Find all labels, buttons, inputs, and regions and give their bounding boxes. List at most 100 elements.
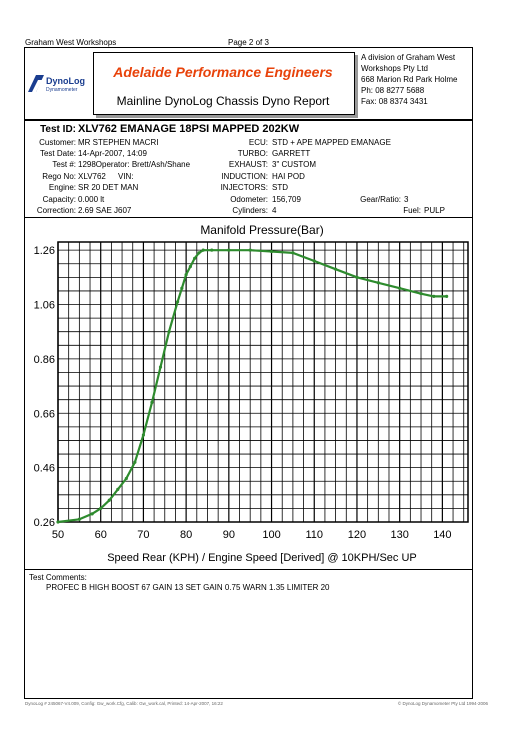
chart-divider <box>25 569 472 570</box>
capacity-value: 0.000 lt <box>78 195 105 204</box>
fuel-label: Fuel: <box>403 206 421 215</box>
test-id-label: Test ID: <box>40 124 76 135</box>
fuel-value: PULP <box>424 206 445 215</box>
chart-series <box>56 248 449 524</box>
data-point <box>312 259 316 263</box>
dynolog-logo: DynoLog Dynamometer <box>26 72 94 94</box>
y-axis-ticks: 0.26 0.46 0.66 0.86 1.06 1.26 <box>34 245 55 529</box>
data-point <box>248 248 252 252</box>
gear-ratio-label: Gear/Ratio: <box>360 195 401 204</box>
capacity-label: Capacity: <box>42 195 76 204</box>
test-number-value: 1298Operator: Brett/Ash/Shane <box>78 160 191 169</box>
data-point <box>445 294 449 298</box>
data-point <box>124 476 128 481</box>
data-point <box>141 433 146 437</box>
data-point <box>56 520 60 524</box>
comments-label: Test Comments: <box>29 573 87 582</box>
x-tick-label: 70 <box>137 529 149 541</box>
footer-copyright: © DynoLog Dynamometer Pty Ltd 1994-2006 <box>397 701 488 706</box>
data-point <box>184 273 188 277</box>
data-point <box>90 512 94 516</box>
details-divider <box>25 217 472 218</box>
data-point <box>210 248 214 252</box>
cylinders-value: 4 <box>272 206 277 215</box>
test-date-value: 14-Apr-2007, 14:09 <box>78 149 147 158</box>
data-point <box>180 286 184 290</box>
data-point <box>133 460 137 464</box>
data-point <box>175 300 180 304</box>
gear-ratio-value: 3 <box>404 195 409 204</box>
header-divider <box>25 119 472 121</box>
test-number-label: Test #: <box>52 160 76 169</box>
manifold-pressure-chart: Manifold Pressure(Bar) 50 60 70 80 90 100 110 1… <box>34 223 469 564</box>
correction-value: 2.69 SAE J607 <box>78 206 132 215</box>
manifold-pressure-line <box>57 249 447 524</box>
x-axis-ticks: 50 60 70 80 90 100 110 120 130 140 <box>52 529 452 541</box>
address-line-2: Workshops Pty Ltd <box>361 64 428 73</box>
data-point <box>188 264 192 269</box>
x-tick-label: 140 <box>433 529 451 541</box>
data-point <box>116 487 120 491</box>
injectors-label: INJECTORS: <box>220 183 268 192</box>
customer-label: Customer: <box>39 138 76 147</box>
page-number: Page 2 of 3 <box>228 38 269 47</box>
y-tick-label: 0.66 <box>34 408 55 420</box>
chart-title: Manifold Pressure(Bar) <box>200 223 323 237</box>
correction-label: Correction: <box>36 206 76 215</box>
chart-grid <box>57 241 469 523</box>
injectors-value: STD <box>272 183 288 192</box>
engine-label: Engine: <box>48 183 76 192</box>
address-fax: Fax: 08 8374 3431 <box>361 97 428 106</box>
rego-value: XLV762 <box>78 172 106 181</box>
engine-value: SR 20 DET MAN <box>78 183 139 192</box>
dynolog-logo-icon: DynoLog Dynamometer <box>28 75 85 93</box>
y-tick-label: 0.46 <box>34 463 55 475</box>
y-tick-label: 1.06 <box>34 300 55 312</box>
data-point <box>432 294 436 298</box>
induction-value: HAI POD <box>272 172 305 181</box>
rego-label: Rego No: <box>42 172 76 181</box>
data-point <box>334 267 338 271</box>
address-phone: Ph: 08 8277 5688 <box>361 86 425 95</box>
data-point <box>99 506 103 511</box>
banner-subtitle: Mainline DynoLog Chassis Dyno Report <box>116 94 330 108</box>
y-tick-label: 0.26 <box>34 517 55 529</box>
data-point <box>227 248 231 252</box>
exhaust-label: EXHAUST: <box>228 160 268 169</box>
exhaust-value: 3" CUSTOM <box>272 160 317 169</box>
footer-config: DynoLog # 245067-V4.009, Config: Gw_work… <box>25 701 223 706</box>
data-point <box>419 292 423 296</box>
test-date-label: Test Date: <box>39 149 76 158</box>
address-line-1: A division of Graham West <box>361 53 456 62</box>
data-point <box>201 248 205 252</box>
data-point <box>158 365 163 369</box>
x-tick-label: 130 <box>390 529 408 541</box>
x-tick-label: 60 <box>95 529 107 541</box>
data-point <box>167 330 171 334</box>
data-point <box>107 498 111 502</box>
data-point <box>150 400 154 404</box>
y-tick-label: 0.86 <box>34 354 55 366</box>
test-id-value: XLV762 EMANAGE 18PSI MAPPED 202KW <box>78 123 300 135</box>
x-tick-label: 110 <box>305 529 323 541</box>
data-point <box>355 275 359 279</box>
report-frame <box>24 47 473 699</box>
odometer-value: 156,709 <box>272 195 301 204</box>
report-banner: Adelaide Performance Engineers Mainline … <box>93 52 355 115</box>
turbo-value: GARRETT <box>272 149 311 158</box>
banner-title: Adelaide Performance Engineers <box>113 64 333 80</box>
x-tick-label: 100 <box>262 529 280 541</box>
ecu-value: STD + APE MAPPED EMANAGE <box>272 138 391 147</box>
data-point <box>197 251 201 255</box>
data-point <box>77 517 81 521</box>
y-tick-label: 1.26 <box>34 245 55 257</box>
svg-text:DynoLog: DynoLog <box>46 76 85 86</box>
data-point <box>269 249 274 254</box>
data-point <box>291 251 295 255</box>
plot-area-border <box>57 241 469 523</box>
customer-value: MR STEPHEN MACRI <box>78 138 159 147</box>
company-name: Graham West Workshops <box>25 38 117 47</box>
svg-text:Dynamometer: Dynamometer <box>46 87 78 93</box>
x-tick-label: 50 <box>52 529 64 541</box>
x-tick-label: 120 <box>348 529 366 541</box>
